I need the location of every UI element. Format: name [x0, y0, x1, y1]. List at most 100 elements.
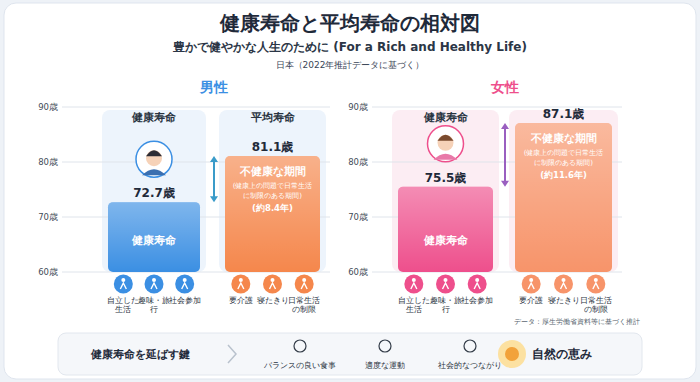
arrow-head [210, 196, 218, 202]
icon [436, 275, 455, 294]
highlight-icon [505, 347, 519, 361]
icon-label-line: 行 [150, 305, 158, 314]
annotation-note-line: に制限のある期間) [243, 192, 302, 200]
icon [175, 275, 194, 294]
bars [108, 156, 320, 272]
icon-label: 要介護 [229, 296, 253, 305]
chart-title: 女性 [490, 79, 519, 95]
icon-label: 日常生活の制限 [580, 296, 612, 314]
avatar-body [434, 154, 458, 160]
highlight: 自然の恵み [532, 347, 592, 361]
bar-shine [108, 202, 200, 272]
avatar-hair [438, 135, 454, 141]
annotation-note-line: (健康上の問題で日常生活 [524, 149, 604, 157]
avatar-face [438, 135, 454, 151]
category-label: 平均寿命 [250, 111, 296, 124]
chart: 男性60歳70歳80歳90歳健康寿命平均寿命72.7歳81.1歳健康寿命不健康な… [38, 79, 330, 314]
icon-label-line: 自立した [107, 296, 139, 305]
column-panel [102, 110, 206, 272]
chart: 女性60歳70歳80歳90歳健康寿命75.5歳87.1歳健康寿命不健康な期間(健… [348, 79, 622, 314]
icon-label-line: 社会参加 [169, 296, 201, 305]
annotation-note: (健康上の問題で日常生活に制限のある期間) [524, 149, 604, 167]
key-icon [379, 340, 391, 352]
bar-shine [515, 123, 612, 272]
arrow-head [210, 156, 218, 162]
tick-label: 70歳 [38, 212, 58, 222]
icon-label-line: 日常生活 [580, 296, 612, 305]
icon-glyph [411, 283, 417, 289]
icon-label: 要介護 [519, 296, 543, 305]
icon [145, 275, 164, 294]
icon-label-line: 自立した [398, 296, 430, 305]
bar [225, 156, 320, 272]
bar-label: 健康寿命 [423, 234, 469, 247]
icon-label: 寝たきり [548, 296, 580, 305]
icon-glyph [412, 278, 416, 282]
avatar-ring [136, 141, 172, 177]
source: データ：厚生労働省資料等に基づく推計 [514, 318, 640, 326]
icon [404, 275, 423, 294]
icon-label-line: 日常生活 [288, 296, 320, 305]
annotation-note-line: (健康上の問題で日常生活 [233, 182, 313, 190]
icon-glyph [120, 283, 126, 289]
column-panel [509, 110, 618, 272]
key-label: 社会的なつながり [438, 361, 502, 370]
icon-label-line: 寝たきり [257, 296, 289, 305]
icon-label: 寝たきり [257, 296, 289, 305]
bar [398, 187, 493, 272]
key-icon [464, 340, 476, 352]
grid-line [62, 107, 330, 108]
category-label: 健康寿命 [423, 111, 469, 124]
icon-glyph [121, 278, 125, 282]
icon-glyph [271, 278, 275, 282]
icon-glyph [593, 283, 599, 289]
icon-label-line: 要介護 [519, 296, 543, 305]
tick-label: 60歳 [38, 267, 58, 277]
gap-arrow [213, 160, 215, 198]
icon-label-line: 生活 [406, 305, 422, 314]
footer-box [58, 333, 642, 375]
infographic: 健康寿命と平均寿命の相対図豊かで健やかな人生のために (For a Rich a… [0, 0, 700, 382]
tick-label: 90歳 [38, 102, 58, 112]
icon-label: 自立した生活 [398, 296, 430, 314]
icon-glyph [152, 278, 156, 282]
key-icon [294, 340, 306, 352]
icon-glyph [182, 283, 188, 289]
data-label: 75.5歳 [425, 171, 467, 185]
icon [295, 275, 314, 294]
icon-label-line: 行 [442, 305, 450, 314]
bars [398, 123, 612, 272]
arrow-head [501, 123, 509, 129]
icon-glyph [474, 283, 480, 289]
icon-label: 趣味・旅行 [138, 296, 170, 314]
icon-label: 日常生活の制限 [288, 296, 320, 314]
icon-glyph [562, 278, 566, 282]
annotation-title: 不健康な期間 [530, 132, 597, 145]
keys-title: 健康寿命を延ばす鍵 [90, 348, 190, 361]
bar-shine [398, 187, 493, 272]
icon-glyph [594, 278, 598, 282]
icon-glyph [443, 283, 449, 289]
tick-label: 60歳 [348, 267, 368, 277]
icon [586, 275, 605, 294]
data-label: 81.1歳 [252, 140, 294, 154]
icon-label-line: の制限 [584, 305, 608, 314]
annotation-note: (健康上の問題で日常生活に制限のある期間) [233, 182, 313, 200]
column-panel [219, 110, 326, 272]
tick-label: 80歳 [38, 157, 58, 167]
icon-glyph [301, 283, 307, 289]
icon-glyph [238, 283, 244, 289]
icon-glyph [561, 283, 567, 289]
icon-glyph [183, 278, 187, 282]
icon-glyph [151, 283, 157, 289]
icon-label-line: 趣味・旅 [138, 296, 170, 305]
icon-glyph [270, 283, 276, 289]
chevron [228, 345, 236, 363]
annotation-label: (約8.4年) [252, 203, 293, 213]
icon [263, 275, 282, 294]
arrow-head [501, 181, 509, 187]
icon-glyph [528, 283, 534, 289]
avatar-body [142, 169, 166, 175]
icon-label-line: 生活 [115, 305, 131, 314]
bar [108, 202, 200, 272]
